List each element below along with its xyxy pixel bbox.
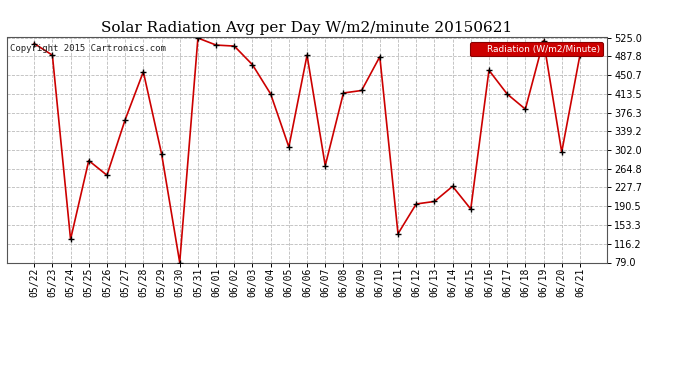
Legend: Radiation (W/m2/Minute): Radiation (W/m2/Minute) [470,42,602,56]
Title: Solar Radiation Avg per Day W/m2/minute 20150621: Solar Radiation Avg per Day W/m2/minute … [101,21,513,35]
Text: Copyright 2015 Cartronics.com: Copyright 2015 Cartronics.com [10,44,166,53]
